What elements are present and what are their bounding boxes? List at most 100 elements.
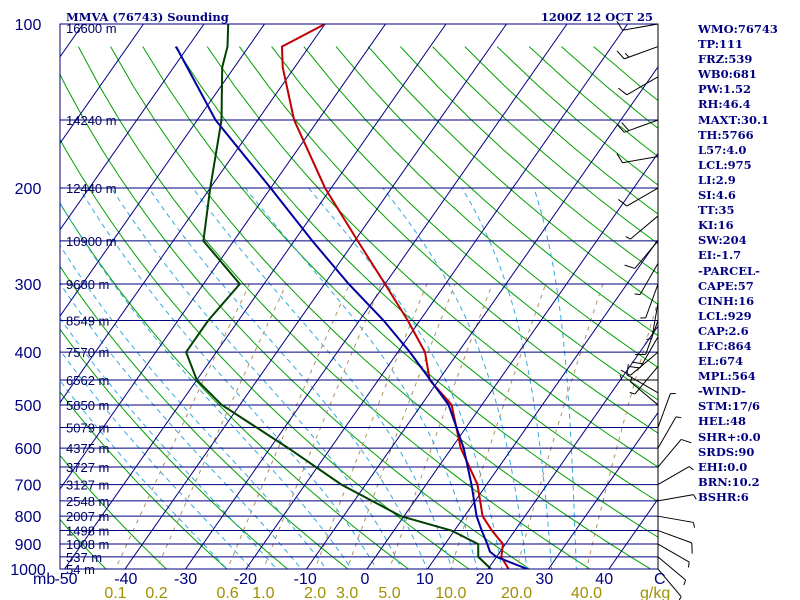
dry-adiabat [60,202,410,569]
index-row: CAP:2.6 [698,323,749,338]
isotherm [366,152,658,569]
mixing-ratio-label: 2.0 [304,585,326,600]
wind-barb-staff [630,351,659,376]
index-row: EHI:0.0 [698,459,748,474]
height-label: 8549 m [66,314,109,329]
moist-adiabat [78,187,378,569]
wind-barb-half-flag [683,579,687,586]
mixing-ratio-label: 0.2 [145,585,167,600]
height-label: 16600 m [66,21,117,36]
wind-barb-flag [616,123,625,133]
dry-adiabat [60,328,289,569]
pressure-tick-label: 200 [15,181,42,198]
wind-barb-staff [639,336,659,369]
wind-barb-staff [645,283,659,319]
temperature-tick-label: -40 [114,571,137,588]
wind-barb [616,153,659,164]
wind-barb-staff [657,439,682,468]
index-row: TP:111 [698,37,744,52]
index-row: TT:35 [698,203,735,218]
dry-adiabat [60,454,168,569]
wind-barb [616,46,659,60]
mixing-ratio-label: 40.0 [571,585,602,600]
mixing-ratio-line [114,283,251,569]
height-label: 7570 m [66,345,109,360]
wind-barb-staff [630,381,659,406]
temperature-tick-label: 10 [416,571,434,588]
wind-barb-staff [651,302,659,339]
height-label: 1008 m [66,537,109,552]
wind-barb-staff [657,543,690,563]
temp-unit-label: C [654,571,666,588]
wind-barb-half-flag [624,52,630,58]
wind-barb-staff [626,187,659,207]
isotherm [60,24,386,490]
mixing-ratio-line [388,283,493,569]
index-row: LI:2.9 [698,172,736,187]
wind-barb [619,374,658,381]
mixing-ratio-unit: g/kg [640,585,670,600]
wind-barb-flag [618,199,628,207]
index-row: FRZ:539 [698,52,753,67]
height-label: 6562 m [66,373,109,388]
mixing-ratio-label: 20.0 [501,585,532,600]
index-row: BRN:10.2 [698,474,760,489]
dewpoint-trace [184,24,492,569]
wind-barb [657,568,682,600]
mixing-ratio-lines [114,283,658,569]
index-row: BSHR:6 [698,489,749,504]
wind-barb [618,76,659,96]
index-row: LFC:864 [698,338,752,353]
moist-adiabat [245,187,478,569]
moist-adiabat [60,317,278,569]
isotherms [60,24,658,569]
moist-adiabat [111,187,403,569]
wind-barb-half-flag [646,337,652,341]
wind-barb [657,515,696,528]
moist-adiabat [192,187,453,569]
temperature-tick-label: -30 [174,571,197,588]
wind-barb [657,494,697,502]
wind-barb-staff [657,494,694,502]
index-row: TH:5766 [698,127,754,142]
isotherm [60,24,326,404]
moist-adiabat [60,282,302,569]
wind-barb-flag [616,153,623,163]
wind-barb-staff [624,119,659,133]
index-row: EI:-1.7 [698,248,742,263]
mixing-ratio-label: 0.6 [216,585,238,600]
temperature-tick-label: -10 [294,571,317,588]
wind-barb [657,438,692,468]
dry-adiabat [303,46,658,368]
temperature-tick-label: 30 [536,571,554,588]
dry-adiabat [174,46,658,503]
pressure-tick-label: 100 [15,17,42,34]
wind-barb-staff [630,215,659,240]
wind-barb-half-flag [687,561,690,568]
wind-barb [620,351,659,376]
wind-barb-staff [634,240,659,269]
pressure-tick-label: 900 [15,537,42,554]
wind-barb-staff [657,515,694,523]
wind-barb [624,240,659,269]
wind-barb [616,20,659,31]
wind-barb [657,556,687,586]
mixing-ratio-label: 10.0 [435,585,466,600]
wind-barb-flag [629,365,641,369]
temperature-tick-label: 20 [476,571,494,588]
moist-adiabat [308,187,503,569]
dry-adiabat [60,518,107,569]
index-row: CAPE:57 [698,278,754,293]
wind-barb-half-flag [629,391,636,395]
mixing-ratio-label: 5.0 [378,585,400,600]
index-row: CINH:16 [698,293,755,308]
dry-adiabat [400,46,658,275]
mixing-ratio-line [155,283,287,569]
moist-adiabat [60,379,228,569]
wind-barb-staff [622,155,659,164]
height-label: 10900 m [66,234,117,249]
pressure-tick-label: 1000 [10,562,46,579]
wind-barb-half-flag [692,522,696,528]
index-row: LCL:929 [698,308,752,323]
